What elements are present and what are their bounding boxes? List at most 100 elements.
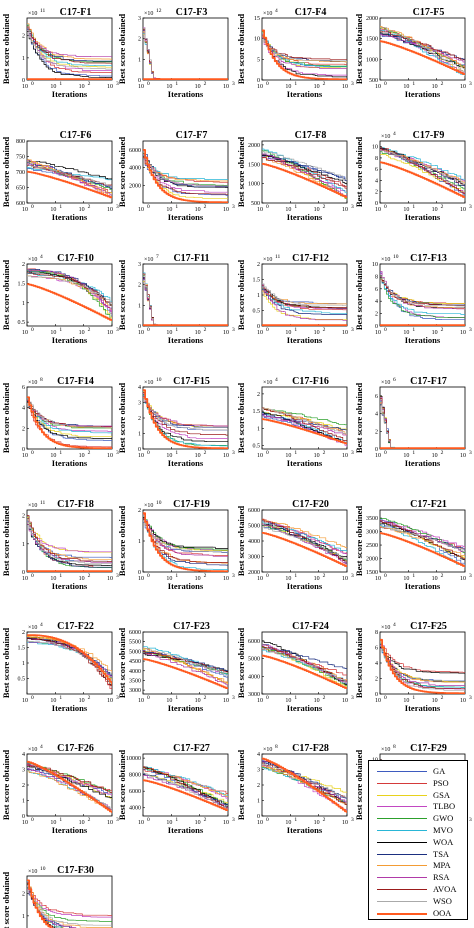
series-line-wso	[262, 151, 347, 181]
series-lines	[380, 271, 465, 326]
x-tick-label: 10	[223, 453, 229, 459]
y-tick-label: 6000	[129, 630, 141, 636]
series-lines	[262, 148, 347, 199]
series-line-wso	[262, 764, 347, 798]
y-axis-label: Best score obtained	[236, 628, 246, 698]
legend-label: GSA	[433, 789, 451, 800]
x-axis-label: Iterations	[168, 335, 204, 345]
y-tick-label: 3	[138, 401, 141, 407]
y-tick-label: 4000	[248, 674, 260, 680]
x-tick-label: 10	[257, 84, 263, 90]
x-tick-label: 10	[342, 453, 348, 459]
legend-swatch	[377, 830, 427, 831]
y-tick-label: 0	[375, 447, 378, 453]
y-tick-label: 500	[369, 78, 378, 84]
x-tick-label: 10	[50, 330, 56, 336]
x-tick-label: 10	[138, 330, 144, 336]
x-tick-label: 10	[432, 453, 438, 459]
x-axis-label: Iterations	[405, 212, 441, 222]
x-tick-label: 10	[432, 330, 438, 336]
y-tick-label: 1	[257, 799, 260, 805]
series-line-woa	[262, 284, 347, 309]
y-tick-label: 3000	[248, 692, 260, 698]
y-axis-label: Best score obtained	[236, 383, 246, 453]
x-tick-exponent: 3	[469, 817, 472, 823]
y-axis-label: Best score obtained	[354, 506, 364, 576]
y-scale-exponent: 10	[156, 500, 162, 506]
x-tick-exponent: 1	[294, 817, 297, 823]
y-scale-exponent: 4	[275, 377, 278, 383]
x-axis-label: Iterations	[405, 703, 441, 713]
y-tick-label: 2000	[129, 183, 141, 189]
x-tick-exponent: 1	[175, 81, 178, 87]
y-scale-exponent: 12	[156, 8, 162, 14]
x-tick-label: 10	[50, 207, 56, 213]
series-lines	[143, 389, 228, 449]
x-tick-label: 10	[375, 330, 381, 336]
series-line-avoa	[262, 157, 347, 189]
y-tick-label: 1.5	[253, 409, 261, 415]
y-tick-label: 4	[138, 385, 141, 391]
x-tick-label: 10	[342, 207, 348, 213]
y-tick-label: 3	[138, 16, 141, 22]
series-line-wso	[380, 150, 465, 185]
y-tick-label: 1.5	[18, 646, 26, 652]
x-tick-label: 10	[285, 453, 291, 459]
x-axis-label: Iterations	[168, 212, 204, 222]
x-tick-exponent: 0	[31, 327, 34, 333]
x-tick-exponent: 3	[351, 204, 354, 210]
x-tick-label: 10	[195, 207, 201, 213]
x-tick-label: 10	[195, 84, 201, 90]
x-axis-label: Iterations	[52, 89, 88, 99]
x-tick-label: 10	[166, 453, 172, 459]
x-tick-label: 10	[432, 84, 438, 90]
x-tick-exponent: 3	[232, 573, 235, 579]
x-tick-exponent: 3	[116, 81, 119, 87]
x-tick-exponent: 1	[294, 695, 297, 701]
y-axis-label: Best score obtained	[1, 872, 11, 928]
x-tick-label: 10	[138, 84, 144, 90]
x-tick-exponent: 1	[59, 327, 62, 333]
legend-swatch	[377, 912, 427, 915]
series-line-ooa	[380, 532, 465, 567]
series-line-tsa	[262, 519, 347, 565]
y-scale-label: ×10	[381, 257, 390, 263]
y-tick-label: 5500	[129, 640, 141, 646]
x-tick-label: 10	[285, 330, 291, 336]
x-axis-label: Iterations	[287, 825, 323, 835]
x-tick-label: 10	[342, 84, 348, 90]
series-line-tlbo	[262, 156, 347, 193]
x-tick-label: 10	[50, 84, 56, 90]
x-tick-exponent: 0	[266, 817, 269, 823]
y-axis-label: Best score obtained	[354, 628, 364, 698]
subplot-c17-f30: C17-F30×1010012100101102103IterationsBes…	[1, 865, 113, 928]
subplot-title: C17-F8	[295, 130, 327, 141]
x-tick-label: 10	[257, 820, 263, 826]
x-tick-exponent: 0	[384, 327, 387, 333]
series-lines	[143, 766, 228, 811]
y-axis-label: Best score obtained	[354, 383, 364, 453]
y-tick-label: 1	[22, 914, 25, 920]
y-tick-label: 1000	[366, 57, 378, 63]
chart-legend: GA PSO GSA TLBO GWO MVO WOA TSA MPA RSA AVOA WSO OOA	[368, 760, 468, 920]
x-tick-exponent: 3	[469, 81, 472, 87]
x-tick-label: 10	[195, 330, 201, 336]
y-scale-label: ×10	[28, 503, 37, 509]
y-tick-label: 8	[375, 274, 378, 280]
x-tick-exponent: 0	[266, 573, 269, 579]
y-scale-exponent: 8	[393, 744, 396, 750]
series-line-woa	[143, 766, 228, 807]
x-axis-label: Iterations	[405, 335, 441, 345]
legend-item-avoa: AVOA	[369, 883, 469, 895]
x-tick-label: 10	[79, 84, 85, 90]
legend-swatch	[377, 794, 427, 796]
plot-frame	[261, 263, 348, 327]
